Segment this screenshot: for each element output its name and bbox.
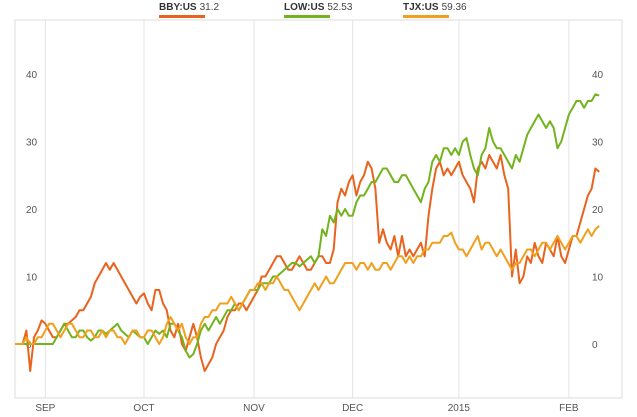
legend-item-tjx[interactable]: TJX:US 59.36 <box>403 2 467 18</box>
y-tick-label: 40 <box>592 70 604 81</box>
legend-symbol: LOW:US <box>284 2 325 13</box>
legend-swatch-tjx <box>403 15 449 18</box>
series-lines <box>15 93 600 372</box>
vertical-gridlines <box>44 20 570 398</box>
legend-value: 52.53 <box>327 2 353 13</box>
x-tick-label: NOV <box>243 403 265 414</box>
x-tick-label: FEB <box>559 403 579 414</box>
legend-value: 31.2 <box>199 2 220 13</box>
legend-swatch-low <box>284 15 330 18</box>
x-axis-labels: SEP OCT NOV DEC 2015 FEB <box>35 403 579 414</box>
x-tick-label: DEC <box>342 403 363 414</box>
y-tick-label: 30 <box>592 138 604 149</box>
legend-item-low[interactable]: LOW:US 52.53 <box>284 2 353 18</box>
series-line-tjx <box>15 225 600 345</box>
x-tick-label: SEP <box>35 403 55 414</box>
legend-item-bby[interactable]: BBY:US 31.2 <box>159 2 220 18</box>
y-tick-label: 0 <box>26 340 32 351</box>
legend-symbol: TJX:US <box>403 2 439 13</box>
y-axis-labels: 0 0 10 10 20 20 30 30 40 40 <box>26 70 604 351</box>
x-tick-label: OCT <box>133 403 154 414</box>
legend: BBY:US 31.2 LOW:US 52.53 TJX:US 59.36 <box>0 0 637 20</box>
y-tick-label: 20 <box>592 205 604 216</box>
legend-value: 59.36 <box>441 2 467 13</box>
legend-symbol: BBY:US <box>159 2 197 13</box>
plot-area <box>14 19 623 399</box>
y-tick-label: 30 <box>26 138 38 149</box>
legend-swatch-bby <box>159 15 205 18</box>
y-tick-label: 40 <box>26 70 38 81</box>
y-tick-label: 10 <box>592 273 604 284</box>
y-tick-label: 10 <box>26 273 38 284</box>
x-tick-label: 2015 <box>448 403 471 414</box>
y-tick-label: 0 <box>592 340 598 351</box>
y-tick-label: 20 <box>26 205 38 216</box>
series-line-bby <box>15 154 600 372</box>
